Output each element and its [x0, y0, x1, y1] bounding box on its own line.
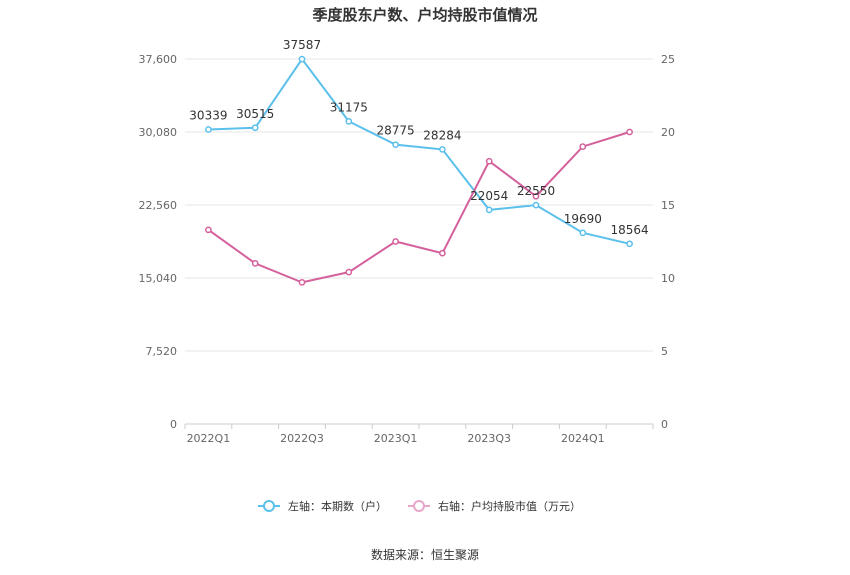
data-point-left[interactable]	[532, 201, 540, 209]
data-point-right[interactable]	[298, 279, 306, 286]
legend-left-label: 左轴：本期数（户）	[288, 499, 387, 513]
x-axis-tick-label: 2023Q3	[467, 432, 511, 445]
right-axis-tick-label: 0	[661, 418, 668, 431]
left-axis-tick-label: 37,600	[139, 53, 178, 66]
legend-item-right-series[interactable]: 右轴：户均持股市值（万元）	[408, 499, 581, 513]
left-axis-tick-label: 22,560	[139, 199, 178, 212]
x-axis-tick-label: 2023Q1	[374, 432, 418, 445]
data-label: 18564	[611, 223, 649, 237]
data-point-right[interactable]	[626, 128, 633, 136]
chart-title: 季度股东户数、户均持股市值情况	[312, 6, 537, 24]
right-axis-tick-label: 15	[661, 199, 675, 212]
series	[205, 55, 633, 286]
data-point-right[interactable]	[532, 192, 540, 200]
data-point-right[interactable]	[579, 143, 587, 150]
data-label: 30515	[236, 107, 274, 121]
data-point-left[interactable]	[251, 124, 259, 132]
data-label: 37587	[283, 38, 321, 52]
data-label: 19690	[564, 212, 602, 226]
legend-right-marker-icon	[413, 500, 425, 512]
data-label: 28775	[377, 124, 415, 138]
left-axis-tick-label: 15,040	[139, 272, 178, 285]
series-line-right	[207, 131, 630, 284]
data-point-right[interactable]	[485, 157, 493, 165]
data-point-right[interactable]	[205, 226, 212, 234]
right-axis-tick-label: 25	[661, 53, 675, 66]
data-label: 22550	[517, 184, 555, 198]
legend: 左轴：本期数（户） 右轴：户均持股市值（万元）	[258, 499, 581, 513]
data-label: 30339	[189, 108, 227, 122]
data-point-left[interactable]	[392, 141, 399, 149]
data-point-left[interactable]	[626, 240, 633, 248]
data-point-left[interactable]	[205, 126, 212, 133]
left-axis-tick-label: 0	[170, 418, 177, 431]
x-axis-tick-label: 2022Q1	[187, 432, 231, 445]
gridlines	[185, 58, 653, 425]
data-label: 31175	[330, 100, 368, 114]
left-axis-tick-label: 30,080	[139, 126, 178, 139]
x-axis-tick-label: 2024Q1	[561, 432, 605, 445]
data-label: 22054	[470, 189, 508, 203]
left-axis-tick-label: 7,520	[146, 345, 178, 358]
legend-item-left-series[interactable]: 左轴：本期数（户）	[258, 499, 387, 513]
legend-left-marker-icon	[263, 500, 275, 512]
data-labels: 30339 30515 37587 31175 28775 28284 22054 22550…	[189, 38, 648, 237]
data-point-left[interactable]	[579, 229, 587, 237]
data-point-right[interactable]	[251, 260, 259, 267]
right-axis-tick-label: 10	[661, 272, 675, 285]
data-point-left[interactable]	[298, 55, 306, 63]
data-label: 28284	[423, 128, 461, 142]
data-point-right[interactable]	[392, 238, 399, 245]
legend-right-label: 右轴：户均持股市值（万元）	[438, 499, 581, 513]
series-line-left	[208, 57, 630, 245]
x-axis-tick-label: 2022Q3	[280, 432, 324, 445]
right-axis-tick-label: 20	[661, 126, 675, 139]
source-note: 数据来源：恒生聚源	[371, 547, 479, 562]
data-point-right[interactable]	[439, 249, 446, 257]
data-point-left[interactable]	[439, 146, 446, 153]
axes: 0 0 7,520 5 15,040 10 22,560 15 30,080 20 37,600 25…	[139, 53, 676, 445]
data-point-right[interactable]	[345, 268, 353, 276]
right-axis-tick-label: 5	[661, 345, 668, 358]
data-point-left[interactable]	[345, 118, 353, 125]
data-point-left[interactable]	[485, 206, 493, 214]
